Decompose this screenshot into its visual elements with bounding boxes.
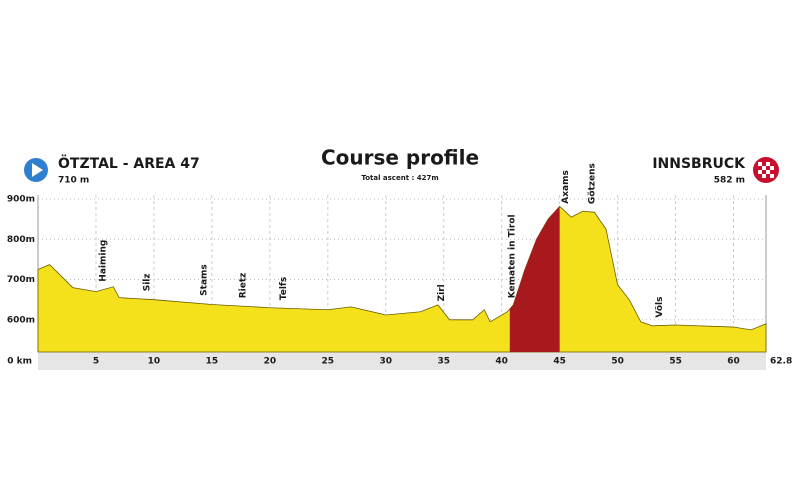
x-tick-label: 30 (380, 357, 393, 367)
town-label: Haiming (98, 240, 108, 282)
finish-icon-square (766, 170, 770, 174)
chart-subtitle: Total ascent : 427m (361, 174, 438, 182)
y-tick-label: 600m (7, 315, 35, 325)
x-tick-label: 40 (495, 357, 508, 367)
climb-highlight (509, 206, 560, 352)
x-tick-label: 20 (264, 357, 277, 367)
town-label: Kematen in Tirol (508, 214, 518, 298)
finish-icon-square (766, 162, 770, 166)
finish-icon-square (770, 174, 774, 178)
start-elevation: 710 m (58, 176, 89, 186)
start-name: ÖTZTAL - AREA 47 (58, 154, 200, 172)
x-tick-label: 55 (669, 357, 682, 367)
y-tick-label: 700m (7, 275, 35, 285)
x-tick-label: 15 (206, 357, 219, 367)
chart-title: Course profile (321, 146, 479, 170)
start-icon-arrow (32, 163, 43, 177)
x-tick-label: 50 (611, 357, 624, 367)
x-tick-label: 62.8 (770, 357, 792, 367)
y-tick-label: 900m (7, 195, 35, 205)
y-tick-label: 800m (7, 235, 35, 245)
town-label: Rietz (239, 273, 249, 299)
finish-icon-square (758, 162, 762, 166)
finish-icon-square (762, 174, 766, 178)
x-tick-label: 45 (553, 357, 566, 367)
town-label: Zirl (437, 284, 447, 301)
x-axis-band (38, 352, 766, 370)
town-label: Silz (142, 273, 152, 291)
x-tick-label: 10 (148, 357, 161, 367)
finish-icon-square (762, 166, 766, 170)
finish-name: INNSBRUCK (652, 156, 746, 172)
x-tick-label: 35 (437, 357, 450, 367)
finish-elevation: 582 m (714, 176, 745, 186)
x-tick-label: 25 (322, 357, 335, 367)
town-label: Stams (199, 264, 209, 296)
x-tick-label: 0 km (7, 357, 32, 367)
x-tick-label: 60 (727, 357, 740, 367)
town-label: Axams (561, 170, 571, 204)
x-tick-label: 5 (93, 357, 99, 367)
finish-icon-square (770, 166, 774, 170)
town-label: Telfs (279, 277, 289, 300)
town-label: Völs (655, 296, 665, 317)
elevation-area (37, 205, 767, 353)
finish-icon (753, 157, 779, 183)
town-label: Götzens (588, 163, 598, 204)
finish-icon-square (758, 170, 762, 174)
